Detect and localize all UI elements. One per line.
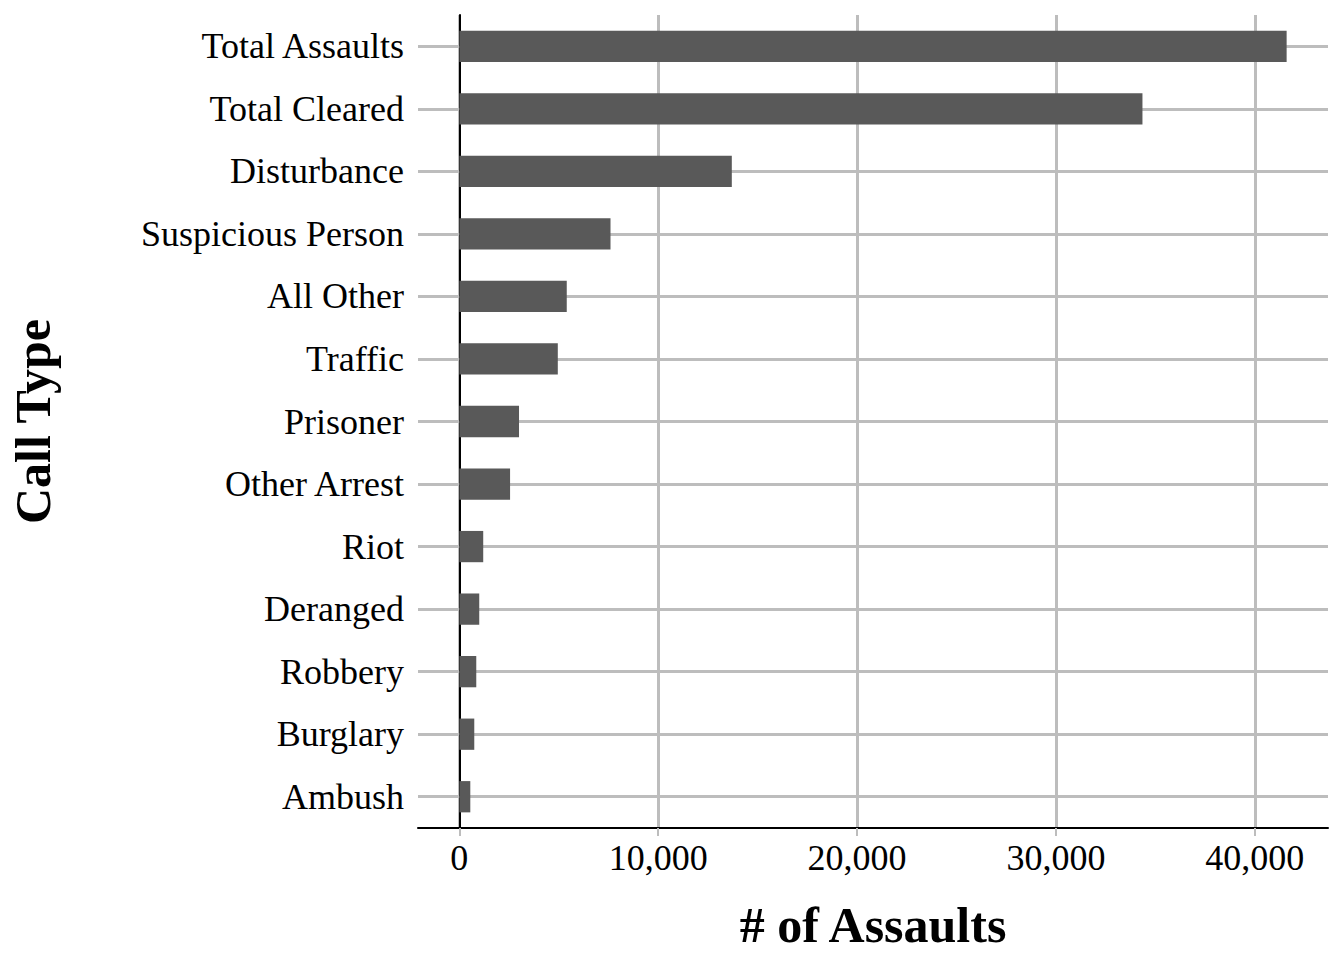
svg-text:30,000: 30,000 [1006,838,1105,878]
svg-text:Deranged: Deranged [264,589,404,629]
svg-text:20,000: 20,000 [808,838,907,878]
svg-text:0: 0 [450,838,468,878]
svg-text:Burglary: Burglary [277,714,404,754]
svg-text:Other Arrest: Other Arrest [225,464,404,504]
svg-text:Prisoner: Prisoner [284,402,404,442]
svg-text:Riot: Riot [342,527,404,567]
svg-text:Robbery: Robbery [280,652,404,692]
svg-text:Total Cleared: Total Cleared [210,89,404,129]
svg-text:Call Type: Call Type [5,319,61,524]
svg-text:All Other: All Other [267,276,404,316]
svg-text:Disturbance: Disturbance [230,151,404,191]
svg-text:10,000: 10,000 [609,838,708,878]
svg-text:Ambush: Ambush [282,777,404,817]
svg-text:Traffic: Traffic [306,339,404,379]
svg-text:40,000: 40,000 [1205,838,1304,878]
svg-text:Suspicious Person: Suspicious Person [141,214,404,254]
svg-text:Total Assaults: Total Assaults [202,26,404,66]
svg-text:# of Assaults: # of Assaults [740,897,1007,953]
